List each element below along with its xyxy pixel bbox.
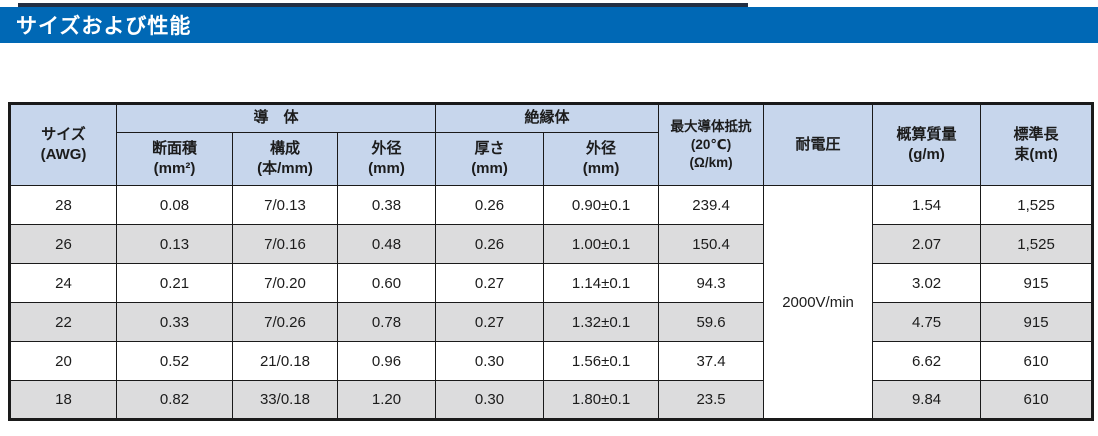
cell-cross-section: 0.33	[116, 302, 233, 342]
cell-awg: 18	[9, 380, 117, 420]
col-header-cross-section-line2: (mm²)	[153, 160, 196, 177]
cell-resistance: 239.4	[658, 185, 765, 225]
cell-length: 610	[980, 380, 1094, 420]
cell-length: 1,525	[980, 224, 1094, 264]
col-header-size-line1: サイズ	[41, 125, 86, 143]
col-header-standard-length: 標準長 束(mt)	[980, 103, 1094, 186]
table-row-awg20: 20 0.52 21/0.18 0.96 0.30 1.56±0.1 37.4 …	[9, 341, 1094, 381]
cell-mass: 3.02	[872, 263, 982, 303]
cell-conductor-od: 0.48	[336, 224, 437, 264]
col-header-cross-section: 断面積 (mm²)	[116, 132, 233, 186]
cell-resistance: 23.5	[658, 380, 765, 420]
cell-thickness: 0.26	[435, 185, 545, 225]
cell-awg: 20	[9, 341, 117, 381]
cell-insulation-od: 1.80±0.1	[543, 380, 660, 420]
cell-conductor-od: 0.60	[336, 263, 437, 303]
group-header-insulation: 絶縁体	[435, 103, 660, 133]
table-row-awg22: 22 0.33 7/0.26 0.78 0.27 1.32±0.1 59.6 4…	[9, 302, 1094, 342]
cell-insulation-od: 1.14±0.1	[543, 263, 660, 303]
cell-thickness: 0.27	[435, 302, 545, 342]
col-header-thickness-line2: (mm)	[471, 160, 508, 177]
col-header-mass: 概算質量 (g/m)	[872, 103, 982, 186]
table-row-awg18: 18 0.82 33/0.18 1.20 0.30 1.80±0.1 23.5 …	[9, 380, 1094, 420]
col-header-insulation-od-line1: 外径	[586, 139, 617, 157]
table-row-awg26: 26 0.13 7/0.16 0.48 0.26 1.00±0.1 150.4 …	[9, 224, 1094, 264]
cell-length: 610	[980, 341, 1094, 381]
cell-awg: 28	[9, 185, 117, 225]
col-header-stranding: 構成 (本/mm)	[232, 132, 338, 186]
header-row-groups: サイズ (AWG) 導 体 絶縁体 最大導体抵抗 (20℃) (Ω/km) 耐電…	[9, 103, 1094, 186]
cell-insulation-od: 1.00±0.1	[543, 224, 660, 264]
cell-cross-section: 0.08	[116, 185, 233, 225]
col-header-mass-line1: 概算質量	[896, 125, 957, 143]
cell-cross-section: 0.82	[116, 380, 233, 420]
crop-artifact-line	[18, 3, 748, 7]
cell-withstand-voltage: 2000V/min	[763, 185, 874, 420]
cell-stranding: 7/0.13	[232, 185, 338, 225]
col-header-max-resistance-line1: 最大導体抵抗	[670, 118, 752, 134]
col-header-max-resistance-line3: (Ω/km)	[689, 155, 733, 171]
cell-thickness: 0.30	[435, 380, 545, 420]
cell-awg: 22	[9, 302, 117, 342]
col-header-cross-section-line1: 断面積	[151, 139, 197, 157]
table-row-awg28: 28 0.08 7/0.13 0.38 0.26 0.90±0.1 239.4 …	[9, 185, 1094, 420]
cell-thickness: 0.27	[435, 263, 545, 303]
cell-insulation-od: 0.90±0.1	[543, 185, 660, 225]
cell-length: 1,525	[980, 185, 1094, 225]
col-header-thickness-line1: 厚さ	[474, 139, 505, 157]
header-row-subcolumns: 断面積 (mm²) 構成 (本/mm) 外径 (mm) 厚さ (mm) 外径 (…	[10, 132, 1093, 186]
cell-resistance: 37.4	[658, 341, 765, 381]
cell-conductor-od: 1.20	[336, 380, 437, 420]
cell-resistance: 59.6	[658, 302, 765, 342]
col-header-insulation-od-line2: (mm)	[582, 160, 620, 177]
col-header-stranding-line2: (本/mm)	[257, 160, 313, 177]
cell-mass: 9.84	[872, 380, 982, 420]
cell-mass: 4.75	[872, 302, 982, 342]
col-header-size: サイズ (AWG)	[9, 103, 117, 186]
col-header-max-resistance: 最大導体抵抗 (20℃) (Ω/km)	[658, 103, 765, 186]
col-header-standard-length-line1: 標準長	[1013, 125, 1059, 143]
col-header-withstand-voltage: 耐電圧	[763, 103, 874, 186]
col-header-mass-line2: (g/m)	[908, 146, 945, 163]
cell-thickness: 0.30	[435, 341, 545, 381]
cell-thickness: 0.26	[435, 224, 545, 264]
cell-stranding: 7/0.16	[232, 224, 338, 264]
cell-resistance: 150.4	[658, 224, 765, 264]
cell-stranding: 33/0.18	[232, 380, 338, 420]
col-header-conductor-od: 外径 (mm)	[336, 132, 437, 186]
cell-cross-section: 0.13	[116, 224, 233, 264]
col-header-size-line2: (AWG)	[40, 146, 87, 163]
size-performance-table: サイズ (AWG) 導 体 絶縁体 最大導体抵抗 (20℃) (Ω/km) 耐電…	[8, 102, 1095, 421]
col-header-max-resistance-line2: (20℃)	[690, 136, 732, 152]
cell-mass: 1.54	[872, 185, 982, 225]
col-header-standard-length-line2: 束(mt)	[1014, 146, 1058, 163]
cell-awg: 26	[9, 224, 117, 264]
col-header-stranding-line1: 構成	[269, 139, 300, 157]
cell-conductor-od: 0.96	[336, 341, 437, 381]
cell-stranding: 21/0.18	[232, 341, 338, 381]
cell-mass: 6.62	[872, 341, 982, 381]
section-title-bar: サイズおよび性能	[0, 7, 1098, 43]
section-title: サイズおよび性能	[16, 15, 192, 38]
cell-awg: 24	[9, 263, 117, 303]
col-header-conductor-od-line2: (mm)	[368, 160, 405, 177]
cell-stranding: 7/0.20	[232, 263, 338, 303]
cell-length: 915	[980, 302, 1094, 342]
group-header-conductor: 導 体	[115, 103, 437, 133]
cell-insulation-od: 1.32±0.1	[543, 302, 660, 342]
col-header-insulation-od: 外径 (mm)	[543, 132, 660, 186]
cell-length: 915	[980, 263, 1094, 303]
cell-stranding: 7/0.26	[232, 302, 338, 342]
cell-cross-section: 0.21	[116, 263, 233, 303]
cell-conductor-od: 0.38	[336, 185, 437, 225]
cell-insulation-od: 1.56±0.1	[543, 341, 660, 381]
table-row-awg24: 24 0.21 7/0.20 0.60 0.27 1.14±0.1 94.3 3…	[9, 263, 1094, 303]
cell-resistance: 94.3	[658, 263, 765, 303]
cell-conductor-od: 0.78	[336, 302, 437, 342]
cell-mass: 2.07	[872, 224, 982, 264]
cell-cross-section: 0.52	[116, 341, 233, 381]
col-header-conductor-od-line1: 外径	[371, 139, 402, 157]
col-header-thickness: 厚さ (mm)	[435, 132, 545, 186]
